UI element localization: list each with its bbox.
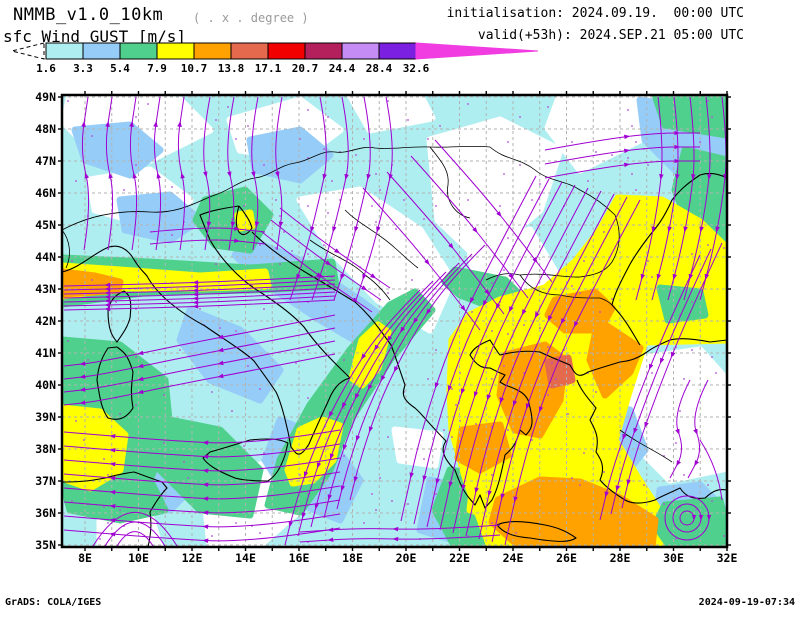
vortex-streamline (679, 510, 697, 526)
streamline (386, 171, 505, 315)
y-axis-tick-label: 47N (35, 154, 56, 168)
x-axis-tick-label: 24E (503, 551, 524, 565)
model-title: NMMB_v1.0_10km (13, 5, 164, 25)
colorbar: 1.6 3.3 5.4 7.9 10.7 13.8 17.1 20.7 24.4 28.4 32.6 (11, 42, 539, 75)
x-axis-tick-label: 8E (78, 551, 92, 565)
streamline (621, 242, 723, 509)
streamline (203, 96, 212, 251)
vortex-streamline (664, 495, 712, 541)
map-content (62, 95, 727, 547)
y-axis-tick-label: 40N (35, 378, 56, 392)
streamline (261, 231, 373, 313)
streamline (699, 96, 727, 301)
valid-time: valid(+53h): 2024.SEP.21 05:00 UTC (477, 28, 744, 43)
y-axis-tick-label: 49N (35, 90, 56, 104)
streamline (63, 527, 341, 543)
colorbar-tick-label: 5.4 (110, 62, 130, 75)
streamline (275, 96, 284, 251)
y-axis-tick-label: 48N (35, 122, 56, 136)
streamline (227, 96, 236, 251)
y-axis-tick-label: 43N (35, 282, 56, 296)
grid-resolution-note: ( . x . degree ) (193, 11, 309, 25)
streamline (153, 96, 162, 251)
colorbar-tick-label: 20.7 (292, 62, 319, 75)
axis-ticks (58, 91, 731, 551)
streamline (63, 299, 336, 312)
x-axis-tick-label: 14E (235, 551, 256, 565)
streamline (544, 158, 700, 179)
x-axis-tick-label: 32E (717, 551, 738, 565)
streamline (251, 96, 260, 251)
colorbar-tick-label: 1.6 (36, 62, 56, 75)
streamline (410, 155, 529, 299)
colorbar-tick-label: 7.9 (147, 62, 167, 75)
x-axis-tick-label: 28E (610, 551, 631, 565)
colorbar-tick-label: 28.4 (366, 62, 393, 75)
x-axis-tick-label: 10E (128, 551, 149, 565)
colorbar-tick-label: 3.3 (73, 62, 93, 75)
gust-shade-region (544, 95, 664, 174)
streamline (149, 238, 266, 245)
field-label: sfc Wind GUST [m/s] (3, 27, 187, 46)
streamline (149, 226, 266, 233)
streamline (279, 207, 391, 289)
streamline (544, 144, 700, 165)
streamline (63, 353, 336, 406)
y-axis-tick-label: 42N (35, 314, 56, 328)
streamlines (63, 96, 727, 547)
colorbar-tick-label: 13.8 (218, 62, 245, 75)
streamline (104, 521, 166, 547)
grads-credit: GrADS: COLA/IGES (5, 597, 102, 608)
colorbar-tick-label: 24.4 (329, 62, 356, 75)
colorbar-tick-label: 17.1 (255, 62, 282, 75)
y-axis-tick-label: 39N (35, 410, 56, 424)
streamline (299, 534, 501, 543)
streamline (92, 511, 178, 547)
gust-shade-region (246, 126, 334, 184)
streamline (362, 187, 481, 331)
streamline (544, 130, 700, 151)
x-axis-tick-label: 30E (663, 551, 684, 565)
creation-timestamp: 2024-09-19-07:34 (698, 597, 795, 608)
x-axis-tick-label: 18E (342, 551, 363, 565)
streamline (177, 96, 186, 251)
y-axis-tick-label: 45N (35, 218, 56, 232)
streamline (299, 524, 501, 533)
streamline (669, 379, 691, 479)
streamline (699, 439, 723, 501)
streamline (434, 139, 553, 283)
colorbar-under-arrow (11, 42, 45, 60)
colorbar-tick-label: 32.6 (403, 62, 430, 75)
x-axis-tick-label: 22E (449, 551, 470, 565)
streamline (129, 96, 138, 251)
y-axis-tick-label: 36N (35, 506, 56, 520)
y-axis-tick-label: 44N (35, 250, 56, 264)
streamline (116, 531, 154, 547)
colorbar-tick-label: 10.7 (181, 62, 208, 75)
y-axis-tick-label: 41N (35, 346, 56, 360)
vortex-streamline (672, 503, 704, 533)
streamline (687, 379, 709, 479)
x-axis-tick-label: 26E (556, 551, 577, 565)
streamline (81, 96, 90, 251)
streamline (270, 219, 382, 301)
y-axis-tick-label: 46N (35, 186, 56, 200)
x-axis-tick-label: 20E (396, 551, 417, 565)
y-axis-tick-label: 37N (35, 474, 56, 488)
y-axis-tick-label: 35N (35, 538, 56, 552)
initialisation-time: initialisation: 2024.09.19. 00:00 UTC (446, 6, 744, 21)
y-axis-tick-label: 38N (35, 442, 56, 456)
gust-shade-region (544, 354, 576, 389)
gust-shade-region (346, 95, 436, 134)
streamline (105, 96, 114, 251)
x-axis-tick-label: 12E (182, 551, 203, 565)
x-axis-tick-label: 16E (289, 551, 310, 565)
colorbar-over-arrow (415, 42, 539, 60)
